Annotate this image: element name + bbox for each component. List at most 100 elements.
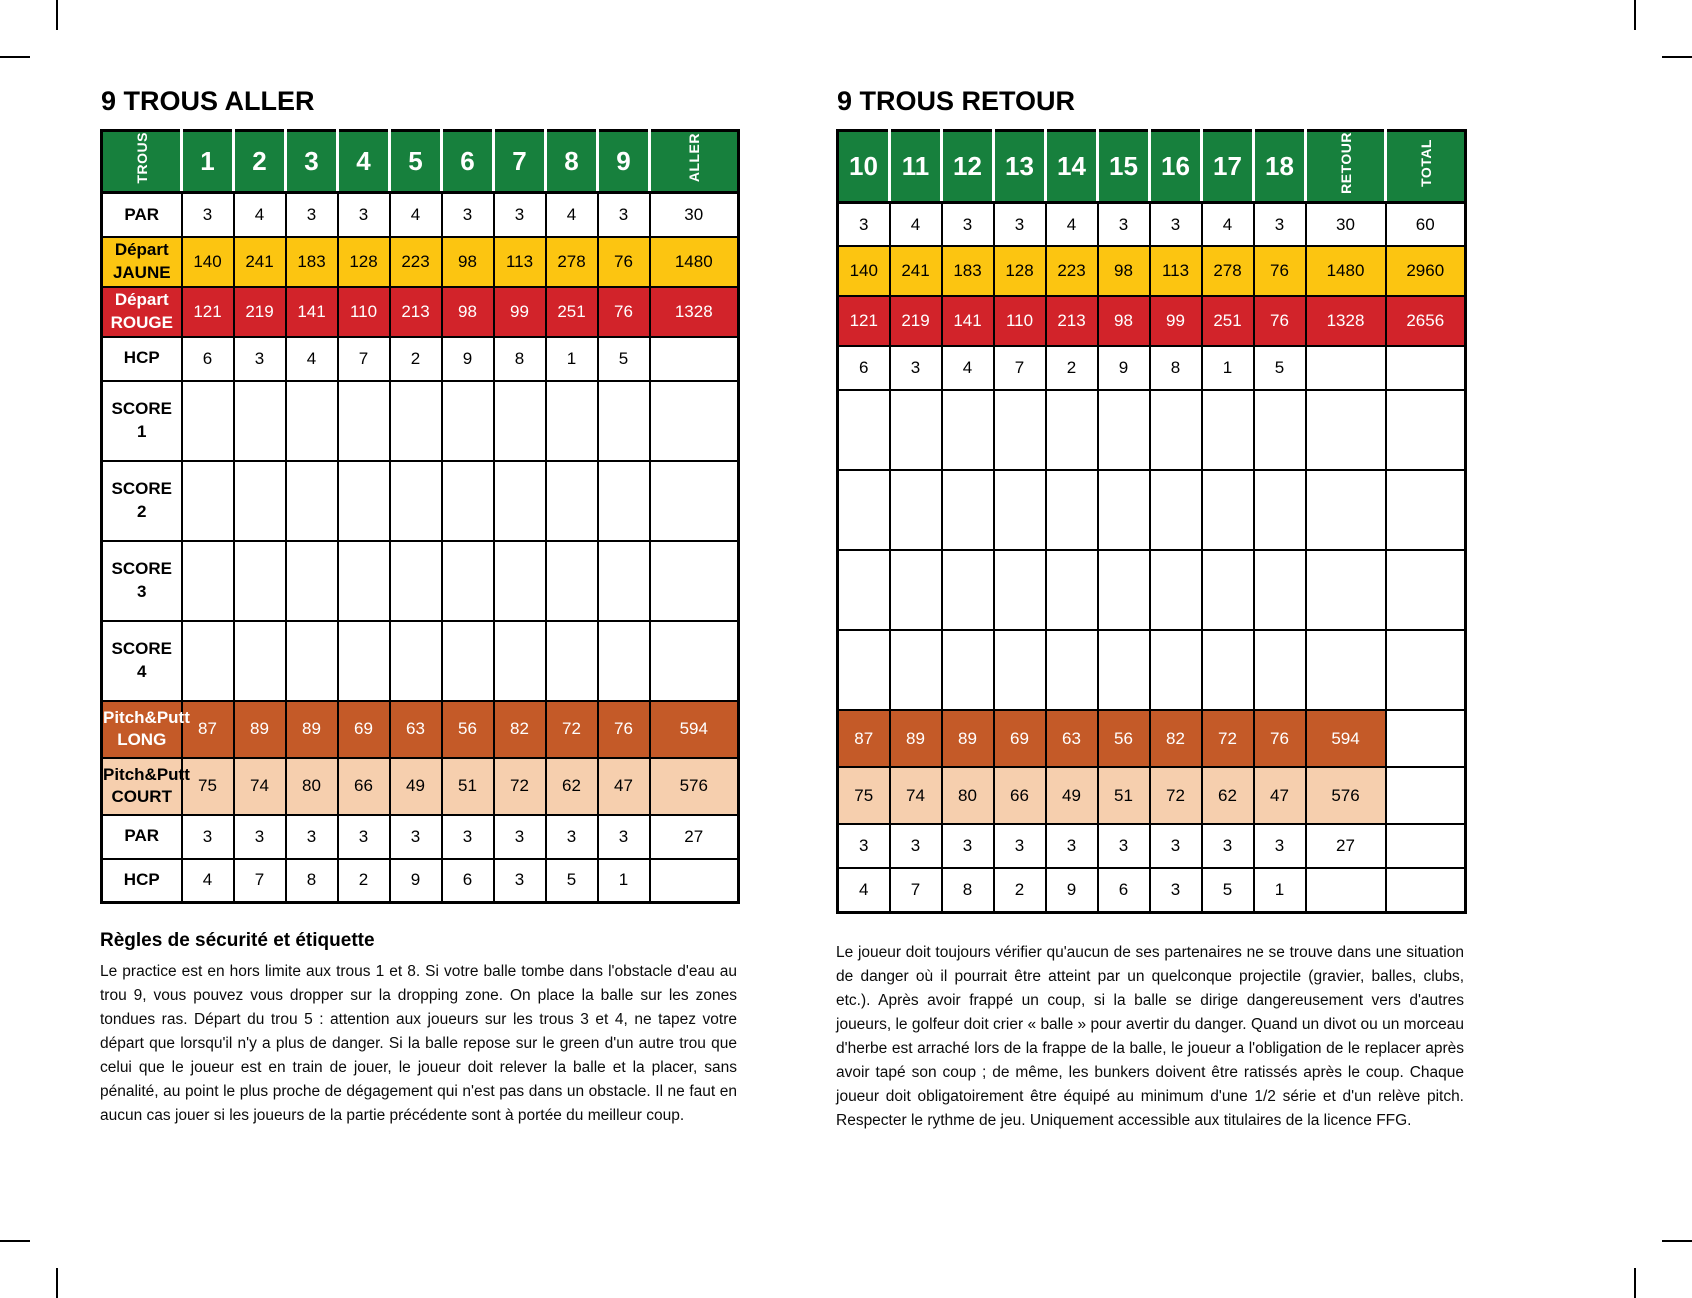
crop-mark — [1634, 0, 1636, 30]
value-cell — [544, 619, 599, 702]
table-row: 3 4 3 3 4 3 3 4 3 30 60 — [836, 201, 1467, 248]
value-cell — [232, 459, 287, 542]
value-cell: 1 — [1252, 867, 1307, 914]
value-cell — [888, 389, 943, 472]
value-cell: 3 — [180, 813, 235, 860]
value-cell: 3 — [888, 345, 943, 392]
sum-cell: 1328 — [648, 285, 740, 338]
value-cell: 76 — [596, 235, 651, 288]
value-cell: 6 — [836, 345, 891, 392]
value-cell — [596, 379, 651, 462]
value-cell: 4 — [1200, 201, 1255, 248]
value-cell: 3 — [596, 813, 651, 860]
value-cell: 140 — [180, 235, 235, 288]
total-cell — [1384, 345, 1467, 392]
value-cell — [232, 539, 287, 622]
value-cell: 72 — [492, 756, 547, 816]
sum-header-text: RETOUR — [1337, 132, 1354, 194]
value-cell — [836, 549, 891, 632]
value-cell: 69 — [336, 699, 391, 759]
value-cell: 8 — [940, 867, 995, 914]
value-cell: 3 — [940, 201, 995, 248]
value-cell: 3 — [596, 191, 651, 238]
value-cell — [388, 539, 443, 622]
value-cell: 6 — [1096, 867, 1151, 914]
value-cell: 72 — [1148, 766, 1203, 826]
value-cell: 76 — [1252, 295, 1307, 348]
hole-header: 5 — [388, 130, 442, 194]
sum-cell — [1304, 629, 1387, 712]
sum-cell — [1304, 549, 1387, 632]
value-cell: 62 — [1200, 766, 1255, 826]
sum-cell — [1304, 389, 1387, 472]
value-cell: 49 — [388, 756, 443, 816]
value-cell: 3 — [992, 823, 1047, 870]
table-row: 121 219 141 110 213 98 99 251 76 1328 2656 — [836, 295, 1467, 348]
safety-rules-heading: Règles de sécurité et étiquette — [100, 930, 375, 951]
value-cell — [388, 379, 443, 462]
value-cell: 278 — [544, 235, 599, 288]
value-cell — [284, 379, 339, 462]
value-cell: 5 — [544, 857, 599, 904]
value-cell: 3 — [836, 823, 891, 870]
value-cell: 74 — [888, 766, 943, 826]
value-cell — [940, 629, 995, 712]
sum-cell — [648, 857, 740, 904]
value-cell: 63 — [388, 699, 443, 759]
value-cell: 72 — [1200, 709, 1255, 769]
row-label: SCORE 2 — [100, 459, 183, 542]
total-cell: 60 — [1384, 201, 1467, 248]
sum-cell: 30 — [648, 191, 740, 238]
value-cell: 3 — [836, 201, 891, 248]
table-row: 140 241 183 128 223 98 113 278 76 1480 2960 — [836, 245, 1467, 298]
hole-header: 4 — [336, 130, 390, 194]
sum-cell: 576 — [1304, 766, 1387, 826]
value-cell — [992, 549, 1047, 632]
value-cell — [596, 459, 651, 542]
value-cell: 4 — [1044, 201, 1099, 248]
value-cell — [284, 539, 339, 622]
value-cell — [1200, 389, 1255, 472]
value-cell: 2 — [388, 335, 443, 382]
value-cell: 7 — [888, 867, 943, 914]
value-cell — [544, 379, 599, 462]
value-cell — [336, 619, 391, 702]
total-cell — [1384, 629, 1467, 712]
value-cell: 49 — [1044, 766, 1099, 826]
value-cell: 1 — [1200, 345, 1255, 392]
value-cell: 74 — [232, 756, 287, 816]
value-cell — [440, 619, 495, 702]
value-cell: 89 — [232, 699, 287, 759]
hole-header: 16 — [1148, 130, 1202, 204]
sum-cell: 1328 — [1304, 295, 1387, 348]
value-cell: 4 — [544, 191, 599, 238]
value-cell: 89 — [888, 709, 943, 769]
value-cell: 251 — [1200, 295, 1255, 348]
value-cell: 98 — [1096, 295, 1151, 348]
value-cell: 6 — [440, 857, 495, 904]
sum-cell — [648, 619, 740, 702]
value-cell: 3 — [888, 823, 943, 870]
value-cell — [180, 539, 235, 622]
value-cell: 121 — [836, 295, 891, 348]
front-nine-title: 9 TROUS ALLER — [101, 86, 315, 116]
value-cell: 223 — [388, 235, 443, 288]
corner-header-text: TROUS — [133, 132, 150, 184]
value-cell: 140 — [836, 245, 891, 298]
value-cell — [1148, 549, 1203, 632]
value-cell — [992, 629, 1047, 712]
value-cell: 89 — [940, 709, 995, 769]
value-cell: 80 — [284, 756, 339, 816]
value-cell — [336, 459, 391, 542]
value-cell: 51 — [1096, 766, 1151, 826]
sum-cell — [648, 335, 740, 382]
value-cell: 76 — [1252, 245, 1307, 298]
value-cell: 72 — [544, 699, 599, 759]
value-cell: 9 — [440, 335, 495, 382]
value-cell — [388, 619, 443, 702]
value-cell — [1096, 549, 1151, 632]
value-cell: 51 — [440, 756, 495, 816]
sum-cell — [1304, 469, 1387, 552]
value-cell — [836, 389, 891, 472]
